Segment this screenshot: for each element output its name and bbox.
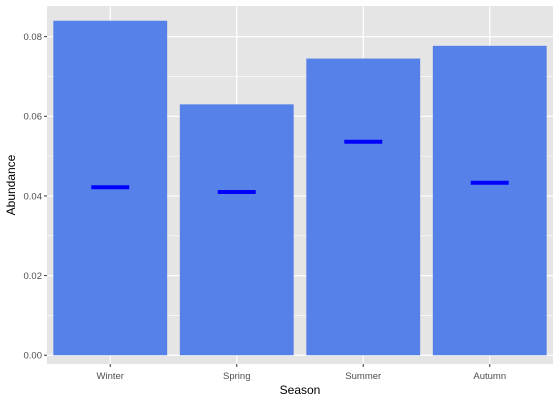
y-tick-label: 0.02 bbox=[24, 271, 43, 282]
y-tick-label: 0.06 bbox=[24, 112, 43, 123]
y-tick-label: 0.08 bbox=[24, 32, 43, 43]
x-axis: Winter Spring Summer Autumn bbox=[97, 364, 506, 382]
bar-summer bbox=[306, 58, 421, 356]
bar-spring bbox=[179, 104, 294, 356]
y-axis: 0.00 0.02 0.04 0.06 0.08 bbox=[24, 32, 47, 362]
bar-autumn bbox=[432, 45, 547, 356]
x-axis-title: Season bbox=[280, 383, 321, 397]
x-tick-label: Spring bbox=[223, 371, 250, 382]
y-tick-label: 0.04 bbox=[24, 191, 43, 202]
y-tick-label: 0.00 bbox=[24, 351, 43, 362]
x-tick-label: Autumn bbox=[473, 371, 506, 382]
y-axis-title: Abundance bbox=[4, 154, 18, 215]
crossbar-markers bbox=[91, 139, 509, 194]
x-tick-label: Winter bbox=[97, 371, 124, 382]
x-tick-label: Summer bbox=[345, 371, 381, 382]
